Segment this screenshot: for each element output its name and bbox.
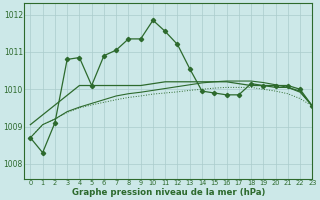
X-axis label: Graphe pression niveau de la mer (hPa): Graphe pression niveau de la mer (hPa) [72,188,265,197]
